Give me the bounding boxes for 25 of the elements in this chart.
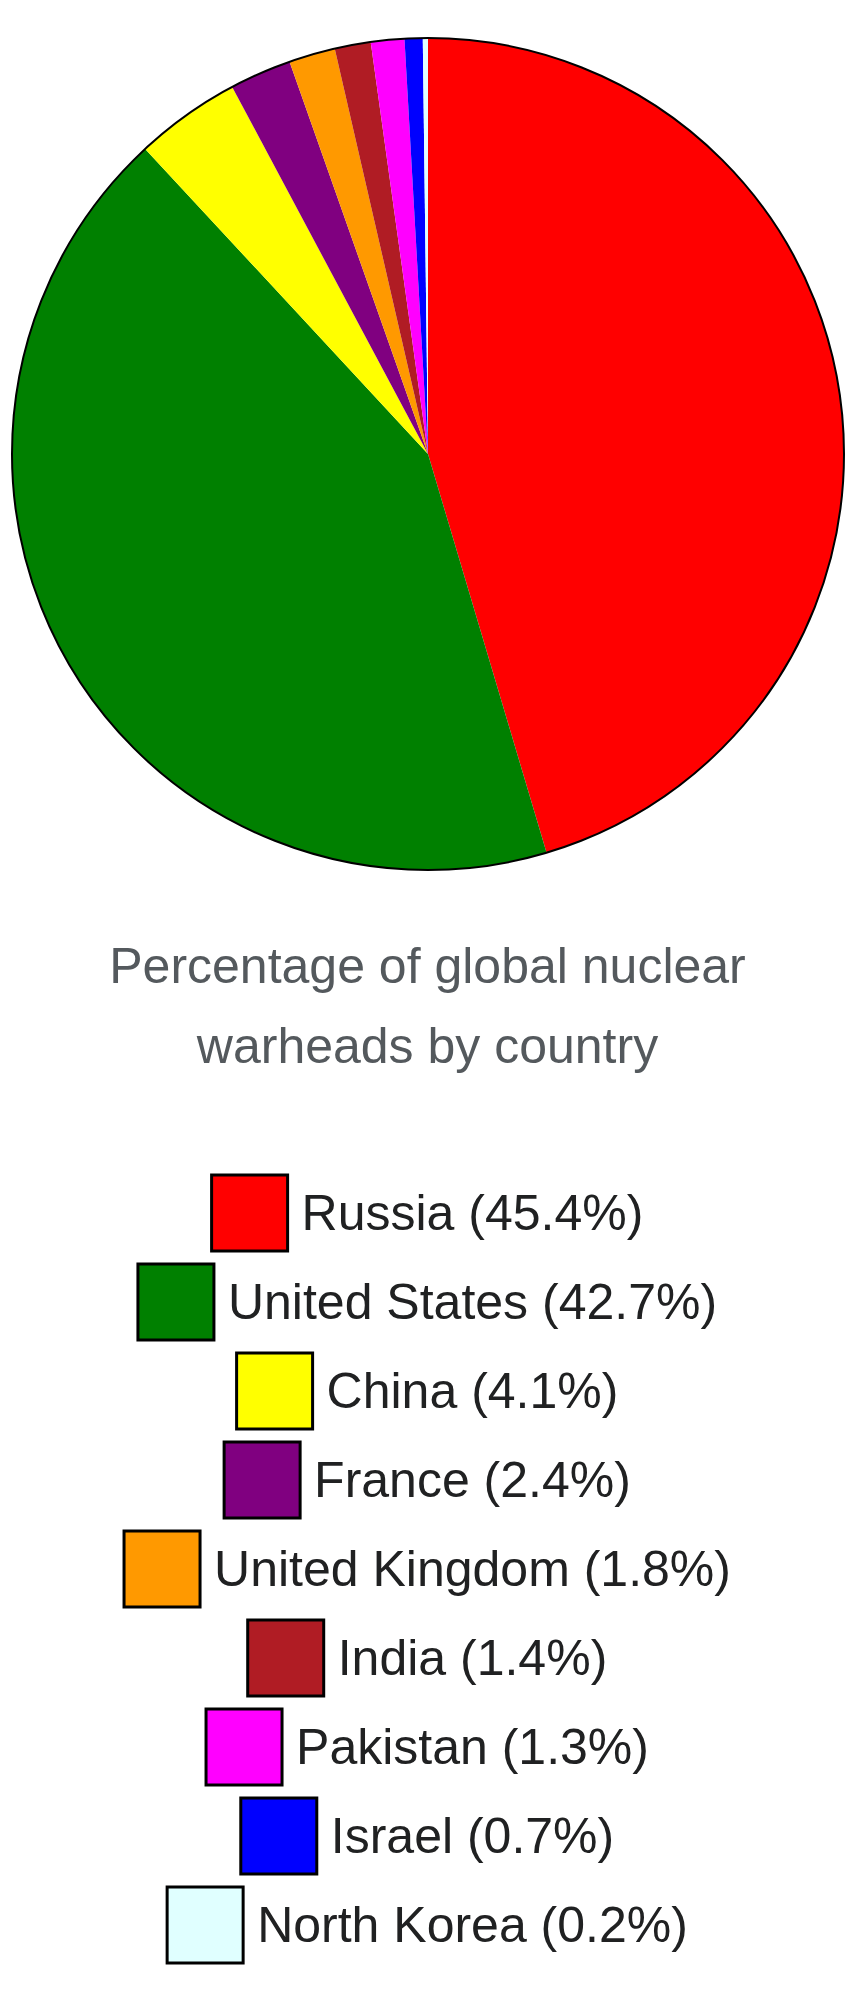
pie-slice — [289, 48, 428, 454]
data-label: (0.7%) — [466, 1808, 615, 1864]
data-label: (4.1%) — [471, 1363, 619, 1419]
legend-label: China — [326, 1363, 458, 1419]
pie-slice — [12, 148, 547, 870]
data-label: (45.4%) — [468, 1185, 644, 1241]
data-label: (42.7%) — [541, 1274, 718, 1330]
legend-label: Israel — [330, 1808, 454, 1864]
data-label: (1.4%) — [460, 1630, 608, 1686]
pie-slice — [232, 61, 428, 454]
data-label: (0.2%) — [540, 1897, 688, 1953]
data-label: (2.4%) — [483, 1452, 631, 1508]
data-label: (1.3%) — [501, 1719, 649, 1775]
pie-slice — [428, 38, 844, 853]
text: Percentage of global nuclear warheads by country — [109, 938, 746, 1074]
legend-label: United Kingdom — [214, 1541, 570, 1597]
data-label: (1.8%) — [583, 1541, 731, 1597]
pie-slice — [145, 86, 428, 454]
legend-label: North Korea — [257, 1897, 527, 1953]
legend-label: India — [337, 1630, 447, 1686]
legend-label: Russia — [301, 1185, 455, 1241]
legend-label: France — [314, 1452, 470, 1508]
pie-slice — [334, 41, 428, 454]
legend-label: United States — [227, 1274, 529, 1330]
legend-label: Pakistan — [296, 1719, 488, 1775]
